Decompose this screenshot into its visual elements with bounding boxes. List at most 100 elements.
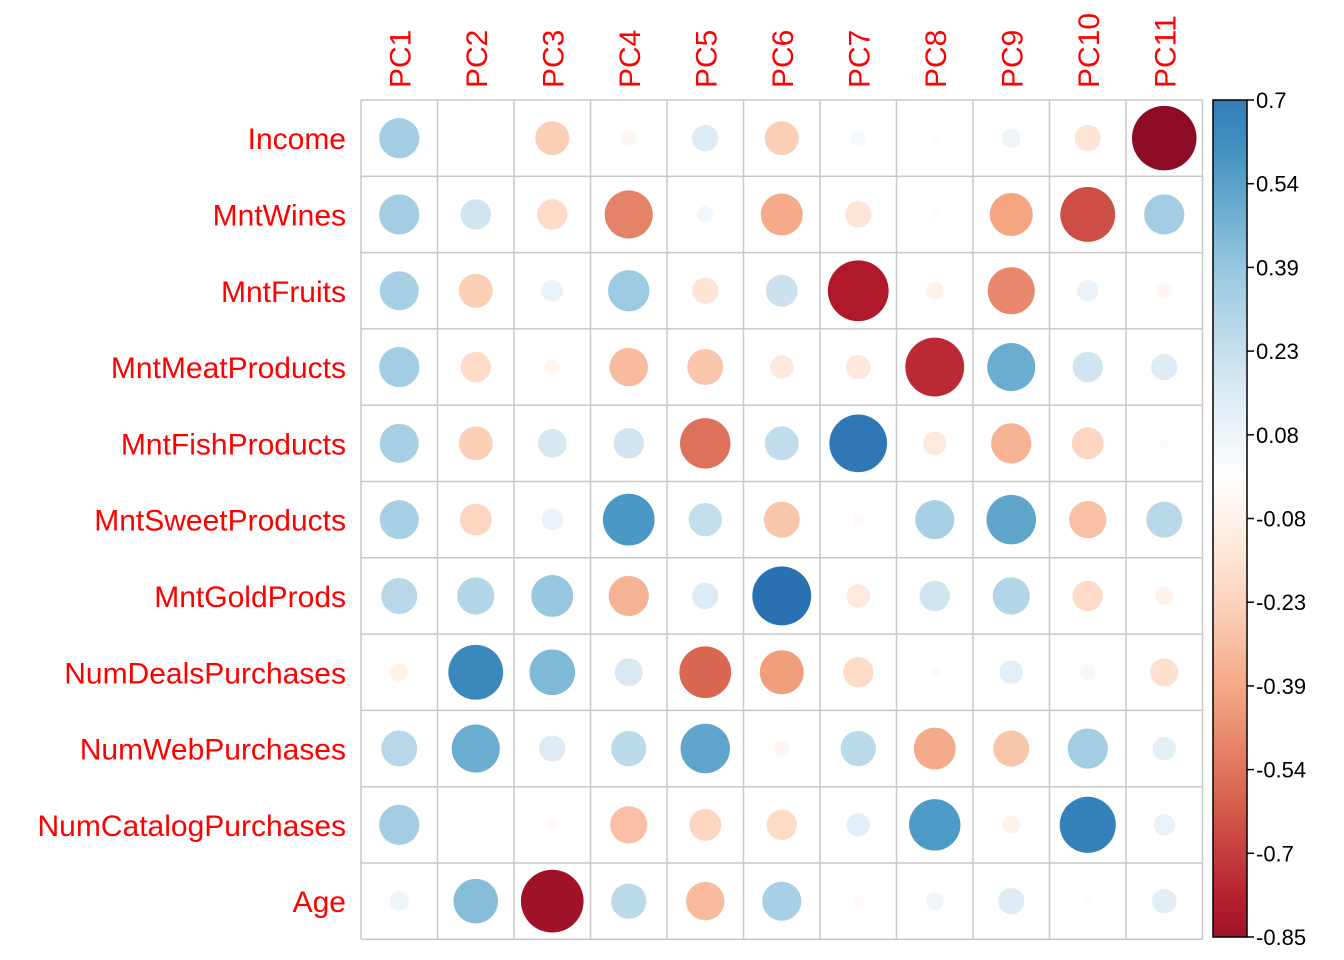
cell-NumCatalogPurchases-PC11 bbox=[1153, 814, 1175, 836]
cell-MntFishProducts-PC7 bbox=[829, 414, 888, 473]
cell-MntWines-PC7 bbox=[845, 201, 872, 228]
cell-Income-PC5 bbox=[692, 124, 719, 152]
cell-MntMeatProducts-PC4 bbox=[609, 347, 648, 387]
cell-MntSweetProducts-PC10 bbox=[1069, 501, 1107, 539]
cell-Income-PC3 bbox=[535, 121, 570, 156]
cell-NumCatalogPurchases-PC4 bbox=[610, 806, 648, 844]
cell-MntSweetProducts-PC6 bbox=[763, 501, 800, 538]
colorbar-tick-label: -0.7 bbox=[1256, 841, 1294, 866]
colorbar-gradient bbox=[1212, 99, 1248, 938]
colorbar-tick-label: 0.08 bbox=[1256, 423, 1299, 448]
cell-Age-PC10 bbox=[1082, 896, 1093, 906]
column-label: PC10 bbox=[1073, 13, 1106, 88]
cell-MntWines-PC4 bbox=[604, 190, 653, 239]
cell-MntFishProducts-PC6 bbox=[764, 426, 799, 461]
cell-MntFruits-PC11 bbox=[1156, 283, 1172, 299]
cell-MntGoldProds-PC8 bbox=[919, 580, 950, 612]
cell-MntFishProducts-PC1 bbox=[379, 423, 419, 463]
cell-Age-PC11 bbox=[1151, 888, 1177, 914]
cell-MntMeatProducts-PC5 bbox=[687, 349, 724, 386]
cell-MntWines-PC6 bbox=[760, 193, 803, 236]
cell-Age-PC3 bbox=[520, 869, 584, 933]
cell-NumWebPurchases-PC6 bbox=[774, 740, 790, 757]
cell-MntGoldProds-PC6 bbox=[752, 566, 812, 626]
circles bbox=[379, 105, 1197, 933]
column-label: PC6 bbox=[767, 30, 800, 88]
colorbar-tick-label: 0.23 bbox=[1256, 339, 1299, 364]
cell-MntSweetProducts-PC11 bbox=[1146, 501, 1183, 538]
cell-MntSweetProducts-PC5 bbox=[688, 502, 722, 537]
row-label: MntGoldProds bbox=[154, 581, 346, 614]
colorbar-tick-label: 0.39 bbox=[1256, 255, 1299, 280]
cell-MntWines-PC2 bbox=[460, 199, 491, 230]
cell-MntMeatProducts-PC3 bbox=[544, 359, 560, 375]
cell-NumWebPurchases-PC2 bbox=[451, 724, 500, 773]
cell-MntFruits-PC9 bbox=[987, 267, 1035, 315]
cell-MntGoldProds-PC10 bbox=[1072, 580, 1103, 612]
cell-NumDealsPurchases-PC9 bbox=[999, 660, 1024, 685]
row-label: NumDealsPurchases bbox=[64, 657, 346, 690]
cell-Income-PC1 bbox=[379, 118, 420, 159]
cell-NumWebPurchases-PC10 bbox=[1067, 728, 1108, 769]
cell-MntMeatProducts-PC1 bbox=[379, 346, 420, 388]
cell-Age-PC5 bbox=[686, 881, 725, 921]
cell-MntWines-PC10 bbox=[1060, 187, 1116, 242]
cell-Income-PC2 bbox=[472, 134, 480, 142]
cell-NumCatalogPurchases-PC1 bbox=[379, 804, 420, 845]
column-label: PC8 bbox=[920, 30, 953, 88]
cell-MntFishProducts-PC3 bbox=[537, 428, 567, 458]
cell-NumWebPurchases-PC8 bbox=[913, 727, 956, 770]
colorbar-tick-label: -0.08 bbox=[1256, 507, 1306, 532]
cell-NumDealsPurchases-PC3 bbox=[529, 649, 576, 696]
cell-Income-PC11 bbox=[1131, 105, 1197, 171]
row-label: NumWebPurchases bbox=[80, 734, 346, 767]
colorbar-tick-label: 0.54 bbox=[1256, 172, 1299, 197]
colorbar-tick-label: -0.39 bbox=[1256, 674, 1306, 699]
cell-NumDealsPurchases-PC2 bbox=[448, 644, 504, 700]
cell-MntMeatProducts-PC11 bbox=[1151, 353, 1178, 381]
cell-MntGoldProds-PC4 bbox=[608, 575, 649, 617]
row-label: MntWines bbox=[213, 199, 346, 232]
cell-NumDealsPurchases-PC11 bbox=[1150, 658, 1179, 687]
cell-Income-PC8 bbox=[929, 133, 940, 143]
cell-Age-PC7 bbox=[852, 895, 865, 908]
colorbar-tick-label: 0.7 bbox=[1256, 88, 1287, 113]
cell-MntFruits-PC3 bbox=[541, 280, 563, 302]
cell-NumCatalogPurchases-PC9 bbox=[1002, 815, 1021, 834]
row-label: MntMeatProducts bbox=[111, 352, 346, 385]
row-label: NumCatalogPurchases bbox=[38, 810, 346, 843]
cell-NumDealsPurchases-PC1 bbox=[390, 663, 409, 682]
cell-MntGoldProds-PC1 bbox=[381, 577, 418, 614]
cell-MntMeatProducts-PC9 bbox=[987, 343, 1036, 392]
cell-NumCatalogPurchases-PC8 bbox=[909, 799, 961, 851]
grid-lines bbox=[360, 99, 1204, 941]
colorbar: 0.7 0.54 0.39 0.23 0.08 -0.08 -0.23 -0.39 -0.54 -… bbox=[1212, 88, 1306, 950]
cell-MntMeatProducts-PC7 bbox=[845, 354, 871, 380]
cell-MntFishProducts-PC8 bbox=[922, 431, 947, 456]
cell-MntWines-PC8 bbox=[929, 209, 940, 220]
cell-MntGoldProds-PC11 bbox=[1155, 586, 1174, 605]
cell-Income-PC10 bbox=[1074, 124, 1101, 152]
cell-Age-PC2 bbox=[453, 878, 499, 924]
cell-MntFishProducts-PC10 bbox=[1071, 427, 1104, 460]
cell-MntSweetProducts-PC9 bbox=[986, 494, 1036, 545]
cell-MntFishProducts-PC5 bbox=[680, 418, 731, 469]
cell-NumCatalogPurchases-PC3 bbox=[546, 818, 559, 831]
cell-Age-PC8 bbox=[925, 892, 944, 911]
row-label: MntSweetProducts bbox=[94, 505, 346, 538]
column-label: PC3 bbox=[537, 30, 570, 88]
column-label: PC9 bbox=[996, 30, 1029, 88]
cell-MntFishProducts-PC9 bbox=[991, 423, 1032, 464]
colorbar-tick-label: -0.85 bbox=[1256, 925, 1306, 950]
column-label: PC5 bbox=[690, 30, 723, 88]
cell-MntSweetProducts-PC3 bbox=[541, 508, 563, 531]
cell-NumCatalogPurchases-PC5 bbox=[689, 808, 722, 841]
cell-MntGoldProds-PC3 bbox=[531, 574, 574, 617]
cell-MntWines-PC9 bbox=[989, 192, 1033, 236]
cell-MntWines-PC1 bbox=[379, 194, 420, 235]
column-label: PC2 bbox=[461, 30, 494, 88]
cell-MntGoldProds-PC7 bbox=[846, 584, 871, 608]
cell-NumCatalogPurchases-PC2 bbox=[472, 821, 480, 829]
cell-Income-PC7 bbox=[850, 130, 866, 146]
